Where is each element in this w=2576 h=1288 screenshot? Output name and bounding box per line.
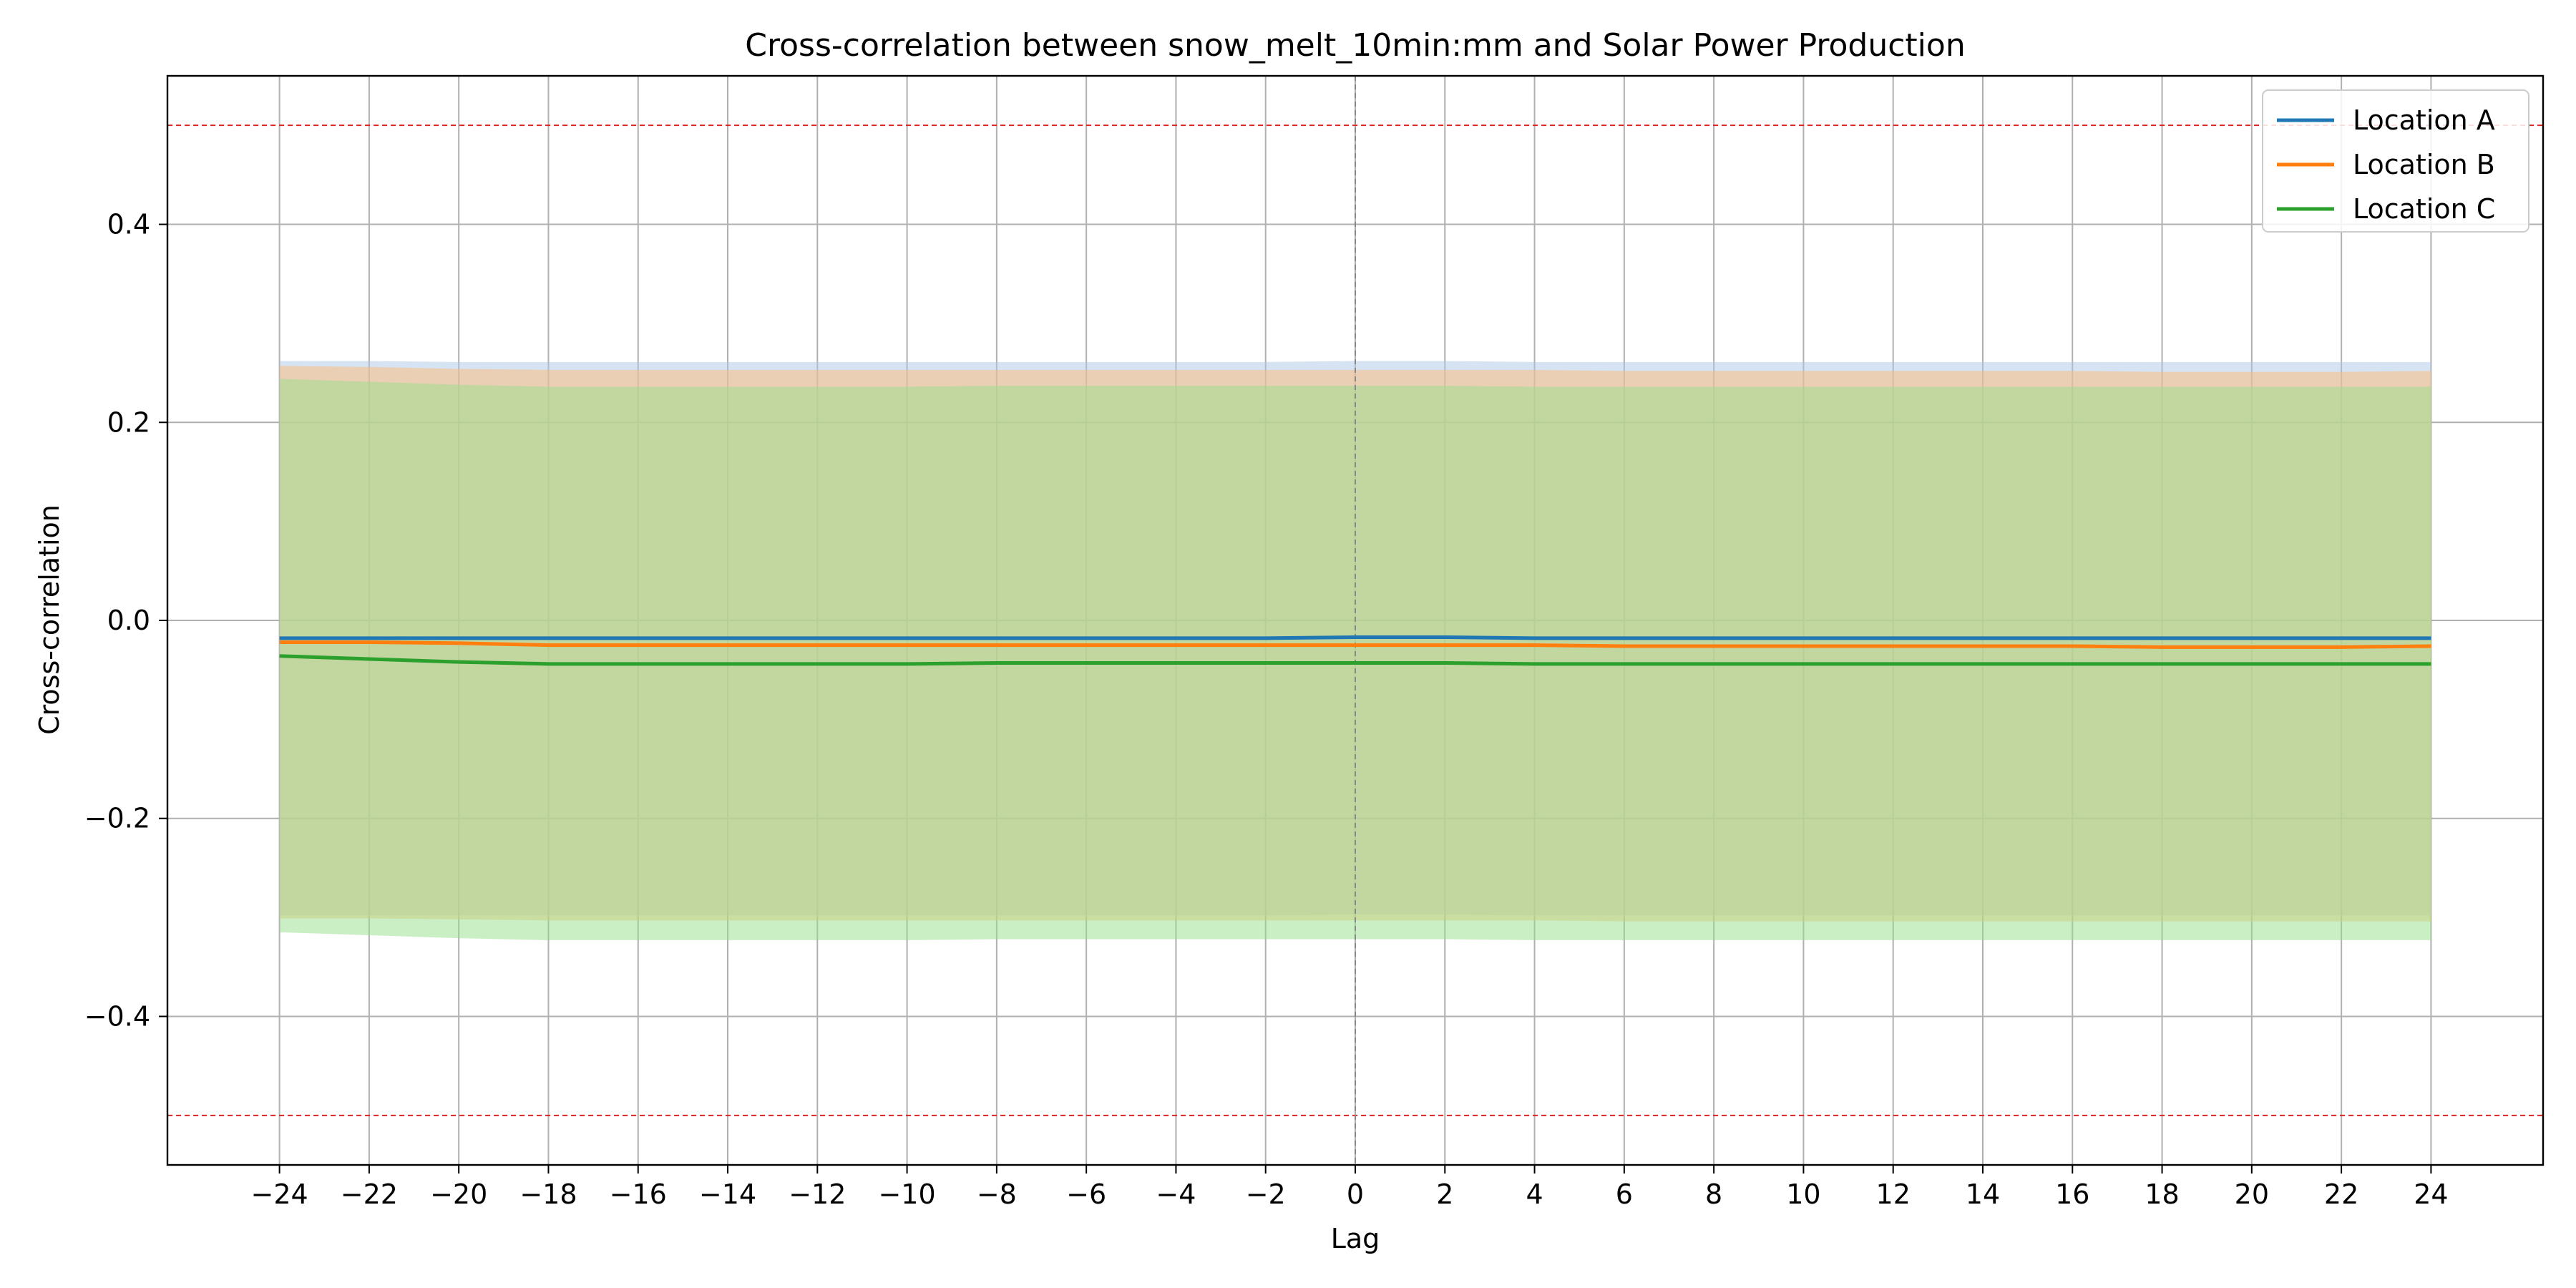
x-tick-label: −16	[610, 1179, 667, 1210]
series-lines	[279, 635, 2431, 666]
legend-label: Location B	[2353, 149, 2495, 180]
x-tick-label: 24	[2414, 1179, 2448, 1210]
x-tick-label: 12	[1876, 1179, 1911, 1210]
x-tick-label: 22	[2324, 1179, 2358, 1210]
x-tick-label: −12	[789, 1179, 846, 1210]
x-tick-label: 18	[2145, 1179, 2179, 1210]
series-line	[279, 654, 2431, 666]
x-axis-label: Lag	[1331, 1223, 1380, 1254]
series-line	[279, 640, 2431, 649]
x-tick-label: −14	[699, 1179, 756, 1210]
y-tick-label: −0.4	[84, 1000, 150, 1032]
y-tick-label: 0.4	[107, 209, 150, 240]
x-tick-label: 8	[1705, 1179, 1722, 1210]
x-tick-label: −24	[251, 1179, 308, 1210]
x-tick-label: −8	[977, 1179, 1017, 1210]
x-tick-label: 4	[1526, 1179, 1543, 1210]
x-tick-label: 10	[1786, 1179, 1820, 1210]
legend-label: Location C	[2353, 193, 2495, 225]
reference-lines	[167, 76, 2543, 1165]
confidence-band	[279, 379, 2431, 940]
x-tick-label: 6	[1616, 1179, 1633, 1210]
x-tick-label: 2	[1436, 1179, 1453, 1210]
x-tick-label: 14	[1966, 1179, 2000, 1210]
x-tick-label: −22	[341, 1179, 398, 1210]
chart-title: Cross-correlation between snow_melt_10mi…	[745, 27, 1965, 64]
x-tick-label: 0	[1347, 1179, 1364, 1210]
x-tick-label: 20	[2235, 1179, 2269, 1210]
legend: Location A Location B Location C	[2262, 89, 2529, 233]
x-tick-label: −20	[430, 1179, 487, 1210]
x-tick-label: −6	[1066, 1179, 1106, 1210]
y-axis-label: Cross-correlation	[34, 504, 65, 735]
x-tick-label: −18	[519, 1179, 577, 1210]
x-tick-label: −4	[1156, 1179, 1196, 1210]
y-tick-label: 0.0	[107, 605, 150, 636]
axis-ticks: −24 −22 −20 −18 −16 −14 −12 −10 −8 −6 −4 −2 0 2 4 6 8 10 1…	[84, 209, 2449, 1210]
legend-box	[2262, 89, 2529, 233]
x-tick-label: −10	[878, 1179, 935, 1210]
y-tick-label: −0.2	[84, 803, 150, 834]
legend-label: Location A	[2353, 104, 2495, 136]
x-tick-label: 16	[2055, 1179, 2089, 1210]
x-tick-label: −2	[1246, 1179, 1286, 1210]
y-tick-label: 0.2	[107, 406, 150, 438]
